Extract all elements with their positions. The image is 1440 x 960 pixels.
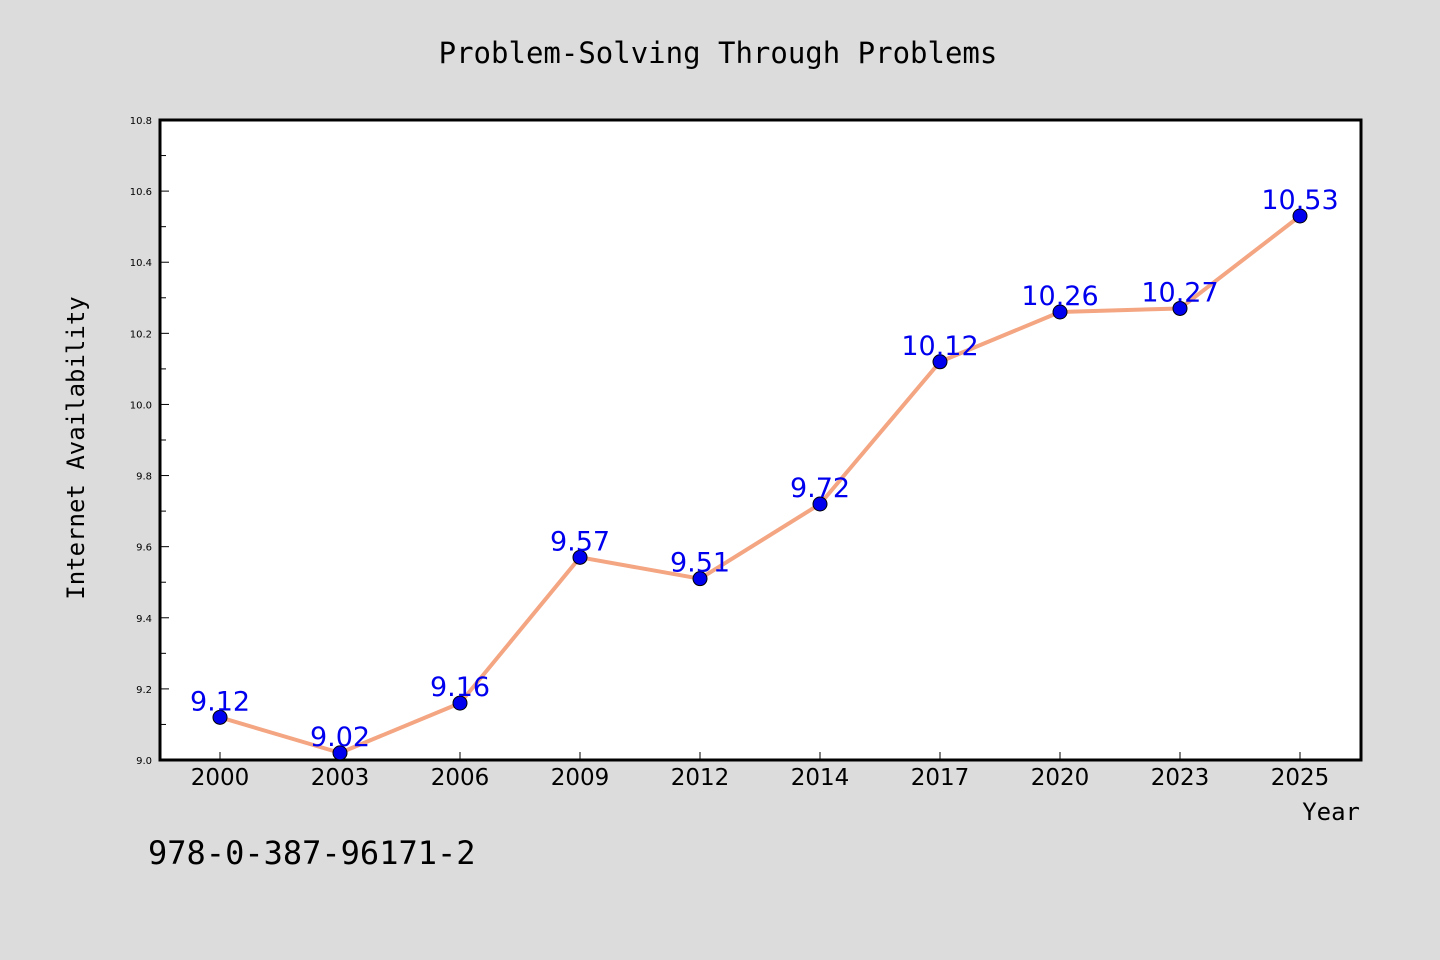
x-tick-label: 2006: [431, 765, 490, 791]
y-tick-label: 10.2: [130, 329, 152, 340]
data-point: [332, 745, 348, 761]
y-tick-label: 9.6: [136, 543, 152, 554]
data-point: [932, 354, 948, 370]
series-line: [219, 214, 1302, 755]
x-tick-label: 2009: [551, 765, 610, 791]
data-label: 9.51: [670, 548, 730, 579]
y-axis: 9.0 9.2 9.4 9.6 9.8 10.0 10.2 10.4 10.6 10.8: [130, 116, 169, 767]
data-point: [692, 571, 708, 587]
data-point: [212, 709, 228, 725]
data-label: 9.12: [190, 686, 250, 717]
data-point: [452, 695, 468, 711]
x-tick-label: 2014: [791, 765, 850, 791]
y-tick-label: 10.6: [130, 187, 152, 198]
x-tick-label: 2023: [1151, 765, 1210, 791]
data-point: [1052, 304, 1068, 320]
plot-area: [158, 118, 1363, 762]
data-point: [812, 496, 828, 512]
y-tick-label: 9.4: [136, 614, 152, 625]
data-point: [1292, 208, 1308, 224]
data-label: 10.53: [1261, 185, 1338, 216]
x-tick-label: 2012: [671, 765, 730, 791]
data-label: 10.27: [1141, 277, 1218, 308]
x-tick-label: 2017: [911, 765, 970, 791]
data-label: 9.02: [310, 722, 370, 753]
x-tick-label: 2003: [311, 765, 370, 791]
x-axis: 2000 2003 2006 2009 2012 2014 2017 2020 2023 2025: [191, 752, 1330, 791]
y-tick-label: 10.4: [130, 258, 152, 269]
y-tick-label: 9.0: [136, 756, 152, 767]
isbn-annotation: 978-0-387-96171-2: [148, 834, 476, 872]
x-tick-label: 2000: [191, 765, 250, 791]
x-tick-label: 2020: [1031, 765, 1090, 791]
data-point: [1172, 300, 1188, 316]
data-label: 10.12: [901, 331, 978, 362]
data-label: 9.72: [790, 473, 850, 504]
data-label: 9.57: [550, 526, 610, 557]
y-axis-title: Internet Availability: [62, 296, 90, 599]
data-label: 10.26: [1021, 281, 1098, 312]
y-tick-label: 9.8: [136, 472, 152, 483]
x-tick-label: 2025: [1271, 765, 1330, 791]
y-tick-label: 10.8: [130, 116, 152, 127]
y-tick-label: 9.2: [136, 685, 152, 696]
y-tick-label: 10.0: [130, 400, 152, 411]
x-axis-title: Year: [1302, 798, 1360, 826]
data-point: [572, 549, 588, 565]
series-layer: 9.12 9.02 9.16 9.57 9.51 9.72 10.12 10.26 10.27 1…: [190, 185, 1339, 761]
chart-title: Problem-Solving Through Problems: [439, 36, 998, 70]
data-label: 9.16: [430, 672, 490, 703]
